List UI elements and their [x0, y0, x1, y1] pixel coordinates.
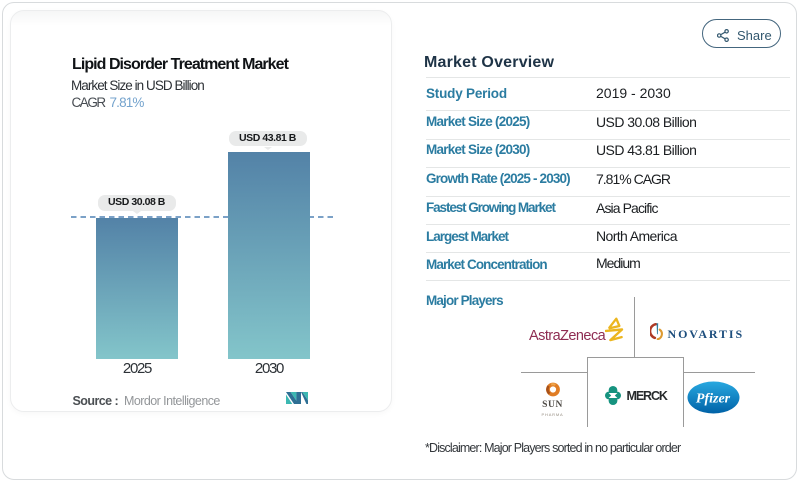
svg-text:Pfizer: Pfizer [695, 392, 730, 407]
